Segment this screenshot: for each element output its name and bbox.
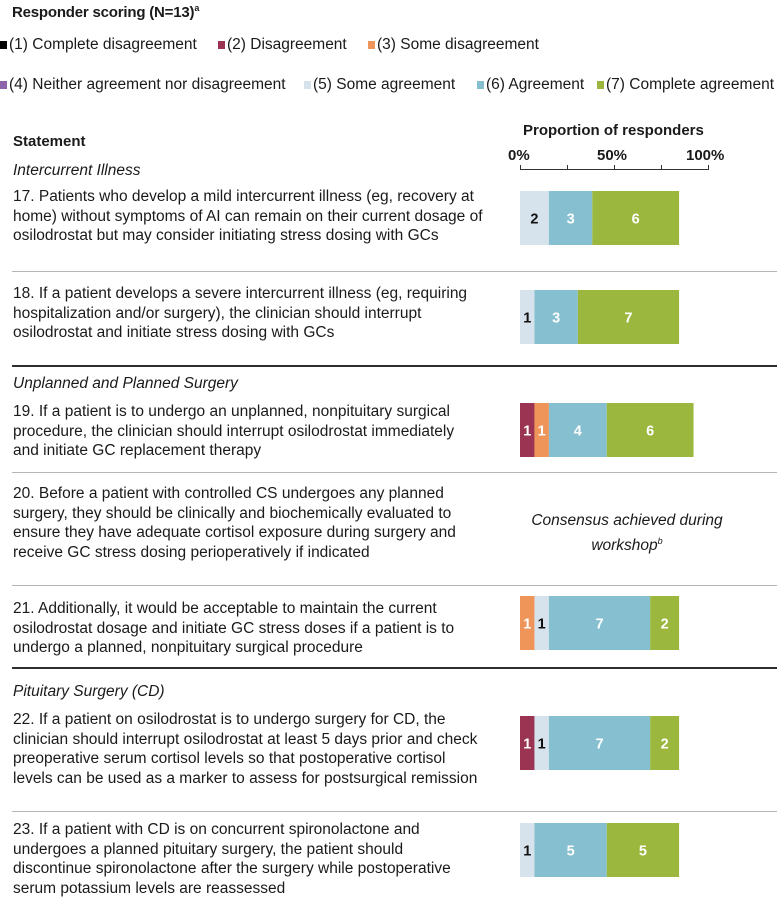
bar-label-q21-s3: 1: [523, 617, 531, 633]
legend-item-some-disagreement: (3) Some disagreement: [368, 36, 539, 54]
row-divider: [12, 472, 777, 473]
bar-label-q21-s5: 1: [538, 617, 546, 633]
chart-title: Responder scoring (N=13)a: [12, 3, 200, 21]
legend-item-complete-disagreement: (1) Complete disagreement: [0, 36, 197, 54]
statement-23: 23. If a patient with CD is on concurren…: [13, 821, 451, 897]
legend-item-disagreement: (2) Disagreement: [218, 36, 347, 54]
row-divider: [12, 271, 777, 272]
bar-label-q17-s7: 6: [632, 212, 640, 228]
legend-swatch: [218, 41, 225, 49]
bar-label-q17-s6: 3: [567, 212, 575, 228]
bar-segment-q18-s6: [534, 290, 578, 344]
bar-segment-q22-s6: [548, 716, 651, 770]
x-tick-0: 0%: [508, 147, 530, 164]
bar-segment-q17-s7: [592, 191, 680, 245]
bar-label-q22-s7: 2: [661, 737, 669, 753]
bar-segment-q22-s2: [520, 716, 535, 770]
bar-segment-q18-s5: [520, 290, 535, 344]
statement-header: Statement: [13, 133, 86, 150]
bar-segment-q23-s6: [534, 823, 607, 877]
bar-label-q19-s7: 6: [646, 424, 654, 440]
section-surgery: Unplanned and Planned Surgery: [13, 375, 238, 392]
statement-22: 22. If a patient on osilodrostat is to u…: [13, 711, 478, 787]
section-divider: [12, 365, 777, 367]
bar-label-q23-s5: 1: [523, 844, 531, 860]
bar-segment-q21-s7: [650, 596, 680, 650]
legend-item-neither: (4) Neither agreement nor disagreement: [0, 76, 286, 94]
bar-segment-q21-s3: [520, 596, 535, 650]
bar-label-q23-s7: 5: [639, 844, 647, 860]
section-pituitary-surgery: Pituitary Surgery (CD): [13, 683, 165, 700]
bar-label-q22-s6: 7: [595, 737, 603, 753]
statement-20: 20. Before a patient with controlled CS …: [13, 485, 456, 561]
row-divider: [12, 811, 777, 812]
bar-segment-q19-s3: [534, 403, 549, 457]
bar-label-q19-s2: 1: [523, 424, 531, 440]
legend-item-some-agreement: (5) Some agreement: [304, 76, 455, 94]
proportion-header: Proportion of responders: [523, 122, 704, 139]
consensus-note: Consensus achieved during workshopb: [531, 512, 723, 555]
bar-label-q21-s7: 2: [661, 617, 669, 633]
bar-label-q23-s6: 5: [567, 844, 575, 860]
bar-segment-q17-s5: [520, 191, 549, 245]
row-divider: [12, 585, 777, 586]
legend-swatch: [0, 41, 7, 49]
bar-label-q22-s5: 1: [538, 737, 546, 753]
bar-label-q17-s5: 2: [530, 212, 538, 228]
bar-label-q19-s3: 1: [538, 424, 546, 440]
bar-segment-q17-s6: [548, 191, 593, 245]
bar-segment-q22-s7: [650, 716, 680, 770]
legend-swatch: [0, 81, 7, 89]
section-intercurrent-illness: Intercurrent Illness: [13, 162, 141, 179]
bar-segment-q19-s2: [520, 403, 535, 457]
bar-label-q21-s6: 7: [595, 617, 603, 633]
x-tick-50: 50%: [597, 147, 628, 164]
bar-segment-q23-s7: [606, 823, 680, 877]
bar-segment-q18-s7: [577, 290, 680, 344]
bar-label-q22-s2: 1: [523, 737, 531, 753]
legend-swatch: [597, 81, 604, 89]
bar-segment-q21-s6: [548, 596, 651, 650]
bar-segment-q19-s6: [548, 403, 607, 457]
section-divider: [12, 667, 777, 669]
bar-label-q18-s6: 3: [552, 311, 560, 327]
legend-swatch: [304, 81, 311, 89]
legend-item-complete-agreement: (7) Complete agreement: [597, 76, 774, 94]
legend-item-agreement: (6) Agreement: [477, 76, 584, 94]
bar-segment-q23-s5: [520, 823, 535, 877]
statement-18: 18. If a patient develops a severe inter…: [13, 285, 468, 342]
statement-19: 19. If a patient is to undergo an unplan…: [13, 403, 455, 460]
bar-label-q19-s6: 4: [574, 424, 582, 440]
legend-swatch: [368, 41, 375, 49]
legend-swatch: [477, 81, 484, 89]
bar-segment-q19-s7: [606, 403, 694, 457]
statement-17: 17. Patients who develop a mild intercur…: [13, 188, 483, 245]
bar-label-q18-s5: 1: [523, 311, 531, 327]
bar-label-q18-s7: 7: [624, 311, 632, 327]
x-tick-100: 100%: [686, 147, 725, 164]
bar-segment-q21-s5: [534, 596, 549, 650]
bar-segment-q22-s5: [534, 716, 549, 770]
statement-21: 21. Additionally, it would be acceptable…: [13, 600, 455, 657]
